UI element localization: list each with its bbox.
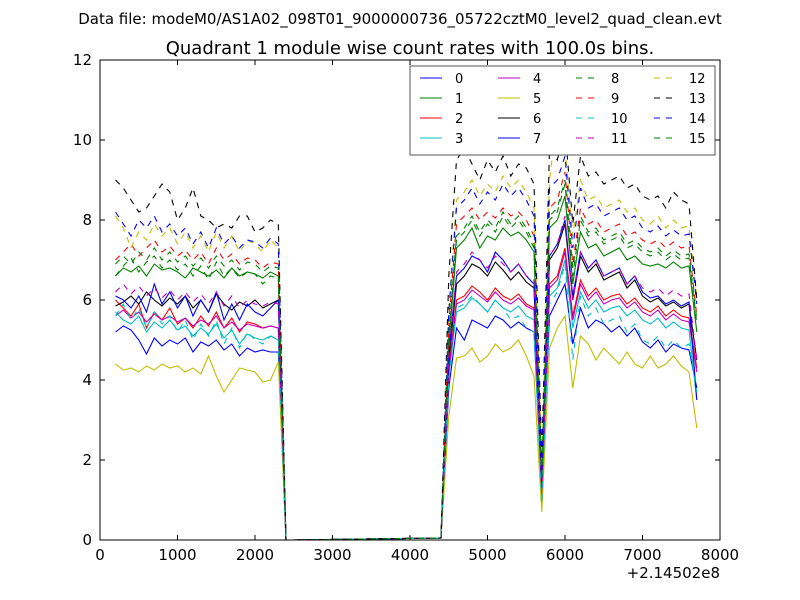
x-tick-label: 4000	[391, 546, 429, 564]
series-line-0	[115, 282, 698, 540]
series-line-12	[115, 115, 698, 540]
legend-label-12: 12	[689, 72, 706, 87]
legend-label-1: 1	[455, 92, 463, 107]
y-tick-label: 10	[73, 131, 92, 149]
series-line-10	[115, 263, 698, 540]
series-line-7	[115, 219, 698, 540]
legend-label-10: 10	[611, 112, 628, 127]
y-tick-label: 6	[82, 291, 92, 309]
series-line-14	[115, 155, 698, 540]
legend-label-15: 15	[689, 132, 706, 147]
legend-label-2: 2	[455, 112, 463, 127]
x-tick-label: 8000	[701, 546, 739, 564]
legend-label-0: 0	[455, 72, 463, 87]
y-tick-label: 12	[73, 51, 92, 69]
legend-box	[409, 65, 716, 156]
x-tick-label: 7000	[623, 546, 661, 564]
y-tick-label: 2	[82, 451, 92, 469]
series-line-3	[115, 259, 698, 540]
y-tick-label: 0	[82, 531, 92, 549]
series-line-5	[115, 314, 698, 540]
legend-label-11: 11	[611, 132, 628, 147]
x-tick-label: 0	[95, 546, 105, 564]
x-tick-label: 1000	[158, 546, 196, 564]
series-line-1	[115, 195, 698, 540]
series-line-13	[115, 127, 698, 540]
legend-label-13: 13	[689, 92, 706, 107]
legend-label-14: 14	[689, 112, 706, 127]
chart-suptitle: Data file: modeM0/AS1A02_098T01_90000007…	[78, 10, 722, 29]
x-tick-label: 6000	[546, 546, 584, 564]
tick-layer: 0 1000 2000 3000 4000 5000 6000 7000 80000246810…	[73, 51, 739, 564]
legend-label-5: 5	[533, 92, 541, 107]
series-line-15	[115, 179, 698, 540]
legend-label-6: 6	[533, 112, 541, 127]
x-tick-label: 3000	[313, 546, 351, 564]
legend-label-8: 8	[611, 72, 619, 87]
series-line-11	[115, 215, 698, 540]
series-line-9	[115, 171, 698, 540]
series-layer	[115, 115, 698, 540]
series-line-6	[115, 223, 698, 540]
x-tick-label: 5000	[468, 546, 506, 564]
legend-label-9: 9	[611, 92, 619, 107]
series-line-2	[115, 247, 698, 540]
x-tick-label: 2000	[236, 546, 274, 564]
legend-label-4: 4	[533, 72, 541, 87]
y-tick-label: 4	[82, 371, 92, 389]
chart-title: Quadrant 1 module wise count rates with …	[166, 38, 655, 59]
y-tick-label: 8	[82, 211, 92, 229]
series-line-8	[115, 183, 698, 540]
x-offset-label: +2.14502e8	[627, 564, 720, 582]
series-line-4	[115, 251, 698, 540]
legend-label-3: 3	[455, 132, 463, 147]
legend-label-7: 7	[533, 132, 541, 147]
